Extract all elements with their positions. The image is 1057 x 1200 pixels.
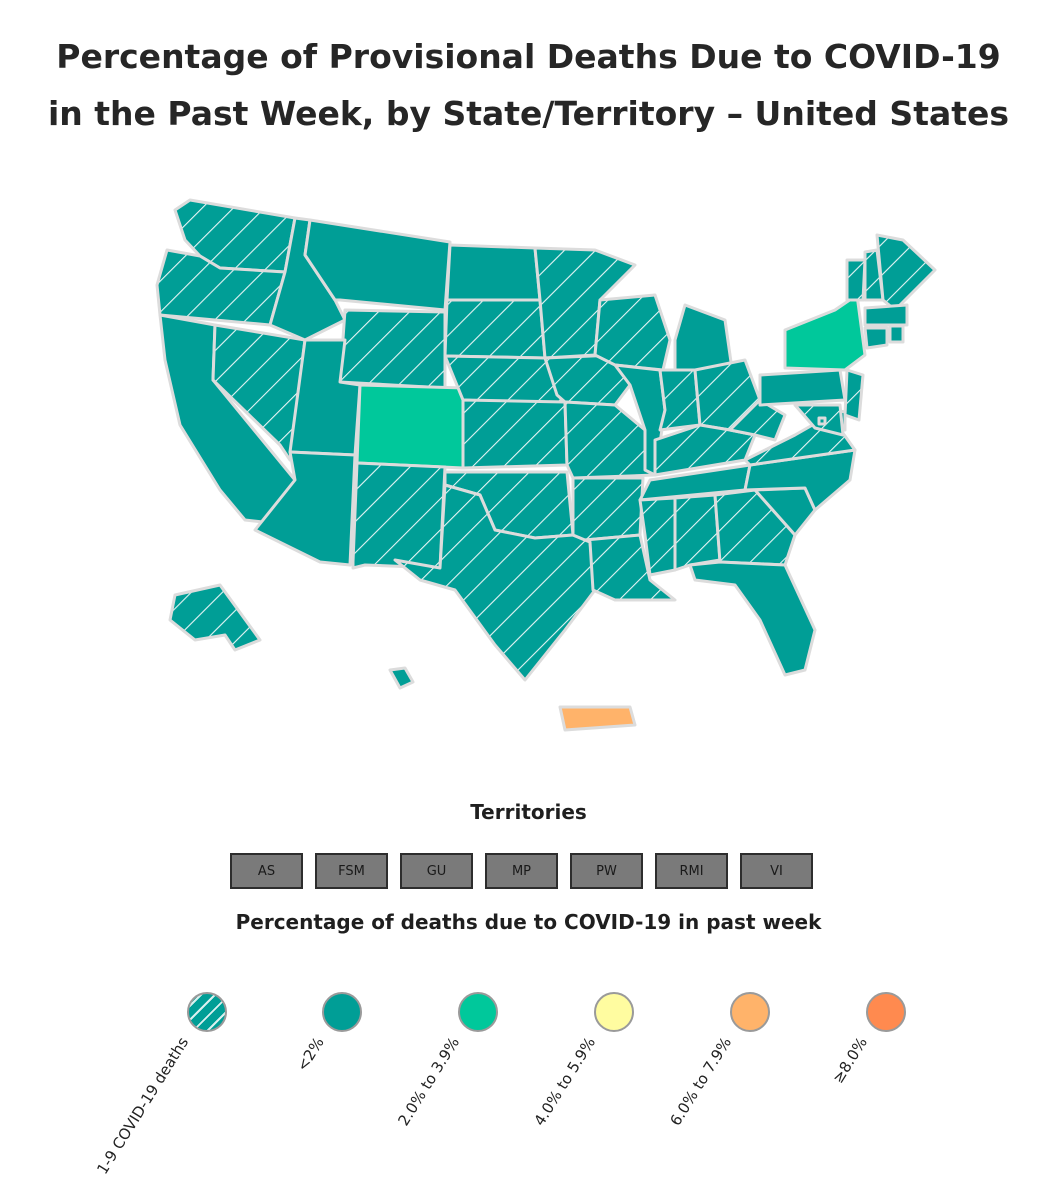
- state-sd[interactable]: [443, 298, 547, 360]
- state-ar[interactable]: [571, 476, 645, 542]
- state-nm[interactable]: [351, 461, 447, 570]
- state-ks[interactable]: [461, 398, 569, 470]
- state-la[interactable]: [583, 533, 677, 602]
- state-pa[interactable]: [758, 368, 847, 407]
- state-al[interactable]: [673, 493, 722, 572]
- state-fl[interactable]: [688, 560, 817, 677]
- legend-swatch: [458, 992, 498, 1032]
- state-dc[interactable]: [817, 416, 827, 426]
- map-title: Percentage of Provisional Deaths Due to …: [47, 37, 1010, 133]
- state-tx[interactable]: [393, 483, 597, 682]
- legend-label: 4.0% to 5.9%: [530, 1034, 600, 1130]
- territory-button-pw[interactable]: PW: [570, 853, 643, 889]
- state-ms[interactable]: [638, 496, 677, 577]
- state-wv[interactable]: [728, 398, 787, 442]
- state-nd[interactable]: [445, 243, 542, 302]
- state-in[interactable]: [658, 368, 702, 432]
- us-states-map: [155, 198, 937, 732]
- state-nv[interactable]: [211, 323, 307, 462]
- territory-button-as[interactable]: AS: [230, 853, 303, 889]
- state-hi[interactable]: [388, 666, 415, 690]
- territory-button-mp[interactable]: MP: [485, 853, 558, 889]
- territory-button-vi[interactable]: VI: [740, 853, 813, 889]
- legend-heading: Percentage of deaths due to COVID-19 in …: [235, 910, 822, 934]
- state-nj[interactable]: [843, 368, 865, 422]
- legend-swatch: [594, 992, 634, 1032]
- legend-swatch: [187, 992, 227, 1032]
- state-wi[interactable]: [593, 293, 672, 372]
- state-az[interactable]: [253, 450, 357, 567]
- territory-button-gu[interactable]: GU: [400, 853, 473, 889]
- state-ny[interactable]: [783, 293, 867, 372]
- legend-swatch: [322, 992, 362, 1032]
- legend-label: 2.0% to 3.9%: [394, 1034, 464, 1130]
- state-me[interactable]: [875, 233, 937, 312]
- state-wy[interactable]: [338, 308, 447, 390]
- territories-heading: Territories: [470, 800, 587, 824]
- territory-button-rmi[interactable]: RMI: [655, 853, 728, 889]
- state-ma[interactable]: [863, 303, 909, 327]
- state-mt[interactable]: [303, 218, 452, 312]
- legend-swatch: [730, 992, 770, 1032]
- state-ak[interactable]: [168, 583, 262, 652]
- legend-swatch: [866, 992, 906, 1032]
- state-vt[interactable]: [845, 258, 867, 302]
- legend-label: ≥8.0%: [829, 1034, 872, 1087]
- legend-label: <2%: [292, 1034, 328, 1075]
- state-co[interactable]: [355, 383, 467, 470]
- legend-label: 1-9 COVID-19 deaths: [93, 1034, 193, 1178]
- territory-buttons: AS FSM GU MP PW RMI VI: [230, 853, 813, 889]
- state-ct[interactable]: [863, 326, 889, 350]
- state-ri[interactable]: [888, 324, 905, 344]
- territory-button-fsm[interactable]: FSM: [315, 853, 388, 889]
- state-pr[interactable]: [558, 705, 637, 732]
- legend-label: 6.0% to 7.9%: [666, 1034, 736, 1130]
